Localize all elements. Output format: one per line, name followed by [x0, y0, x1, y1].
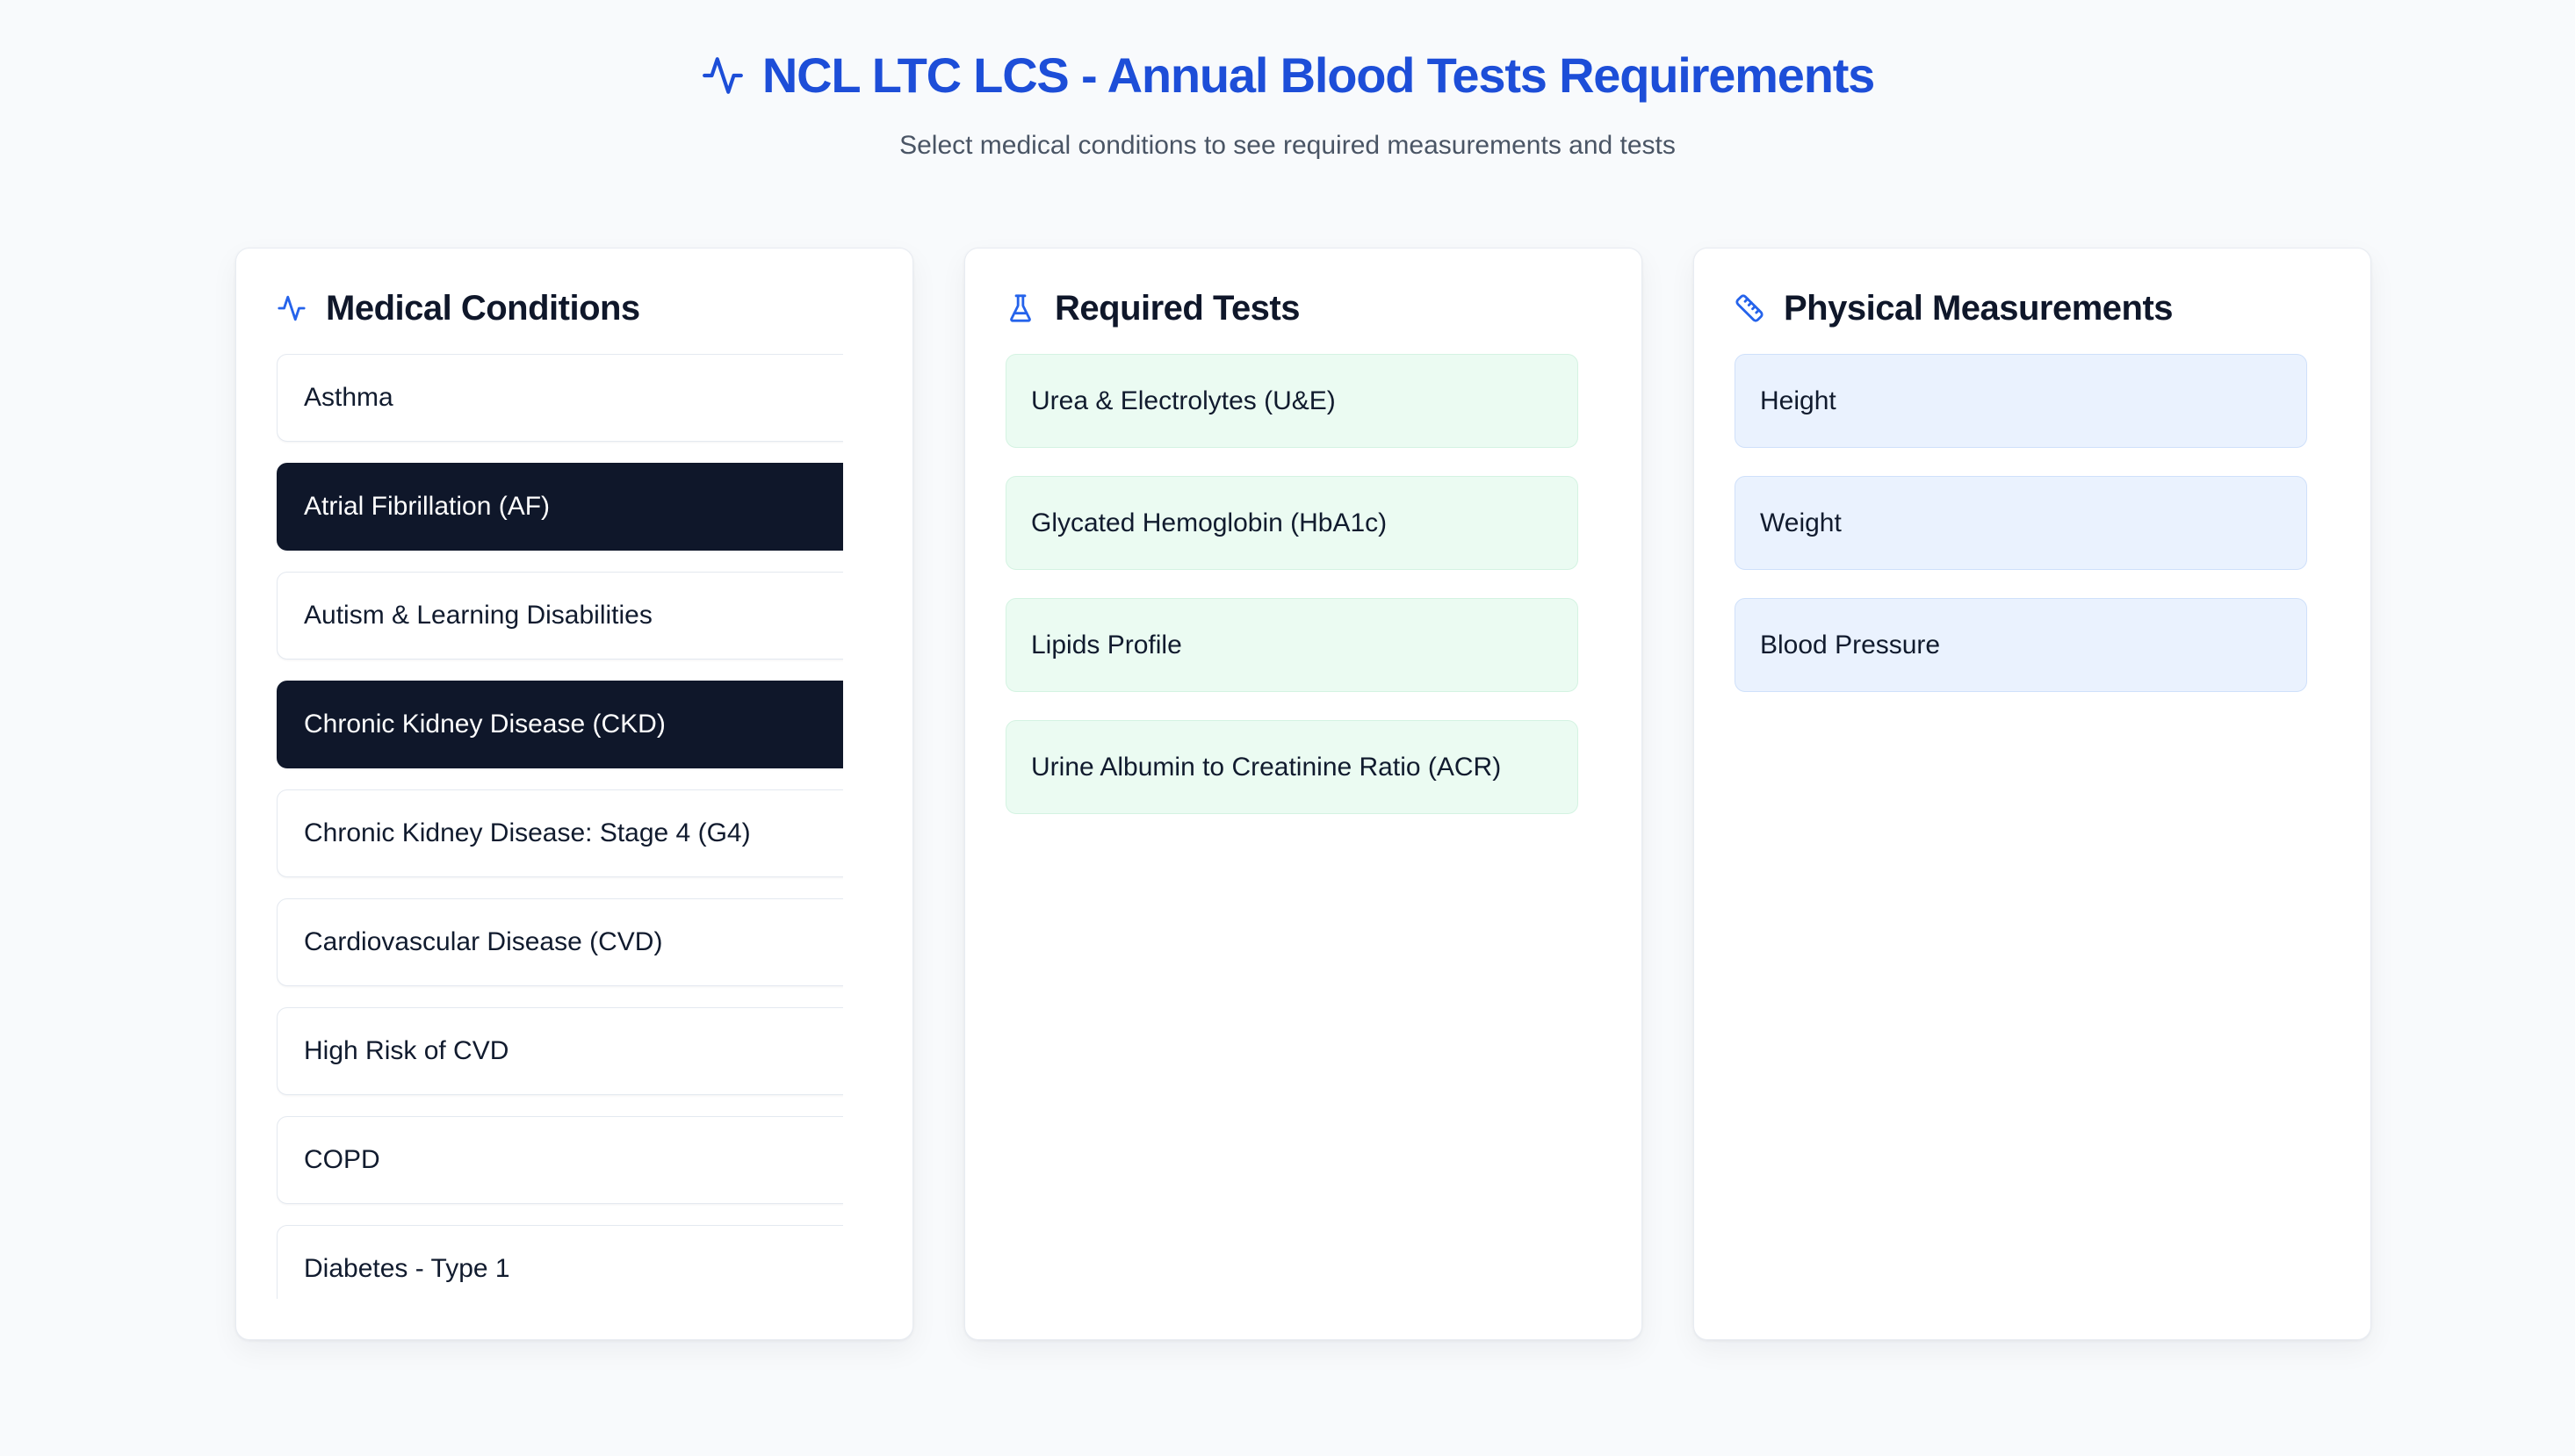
condition-item[interactable]: Chronic Kidney Disease: Stage 4 (G4) [277, 789, 843, 877]
measurements-list: Height Weight Blood Pressure [1735, 354, 2307, 692]
test-item: Urea & Electrolytes (U&E) [1006, 354, 1578, 448]
page-header: NCL LTC LCS - Annual Blood Tests Require… [0, 0, 2575, 162]
required-tests-list: Urea & Electrolytes (U&E) Glycated Hemogl… [1006, 354, 1578, 814]
panels-row: Medical Conditions Asthma Atrial Fibrilla… [0, 248, 2575, 1340]
panel-header-medical-conditions: Medical Conditions [277, 289, 872, 328]
measurement-item: Blood Pressure [1735, 598, 2307, 692]
title-row: NCL LTC LCS - Annual Blood Tests Require… [0, 51, 2575, 100]
condition-item[interactable]: Cardiovascular Disease (CVD) [277, 898, 843, 986]
condition-item[interactable]: Diabetes - Type 1 [277, 1225, 843, 1299]
test-item: Urine Albumin to Creatinine Ratio (ACR) [1006, 720, 1578, 814]
panel-title: Required Tests [1055, 289, 1301, 328]
measurement-item: Height [1735, 354, 2307, 448]
page-title: NCL LTC LCS - Annual Blood Tests Require… [761, 47, 1875, 103]
panel-required-tests: Required Tests Urea & Electrolytes (U&E)… [964, 248, 1642, 1340]
condition-item[interactable]: Atrial Fibrillation (AF) [277, 463, 843, 551]
panel-header-required-tests: Required Tests [1006, 289, 1601, 328]
page-subtitle: Select medical conditions to see require… [899, 131, 1676, 160]
activity-icon [278, 295, 306, 321]
panel-title: Physical Measurements [1784, 289, 2174, 328]
panel-header-physical-measurements: Physical Measurements [1735, 289, 2330, 328]
test-item: Lipids Profile [1006, 598, 1578, 692]
condition-item[interactable]: Asthma [277, 354, 843, 442]
test-item: Glycated Hemoglobin (HbA1c) [1006, 476, 1578, 570]
panel-medical-conditions: Medical Conditions Asthma Atrial Fibrilla… [235, 248, 913, 1340]
activity-icon [702, 57, 743, 94]
conditions-list[interactable]: Asthma Atrial Fibrillation (AF) Autism & L… [277, 354, 843, 1299]
panel-title: Medical Conditions [326, 289, 640, 328]
measurement-item: Weight [1735, 476, 2307, 570]
condition-item[interactable]: COPD [277, 1116, 843, 1204]
flask-icon [1010, 294, 1031, 322]
panel-physical-measurements: Physical Measurements Height Weight Blood … [1693, 248, 2371, 1340]
condition-item[interactable]: Autism & Learning Disabilities [277, 572, 843, 660]
condition-item[interactable]: High Risk of CVD [277, 1007, 843, 1095]
condition-item[interactable]: Chronic Kidney Disease (CKD) [277, 681, 843, 768]
ruler-icon [1735, 294, 1764, 322]
